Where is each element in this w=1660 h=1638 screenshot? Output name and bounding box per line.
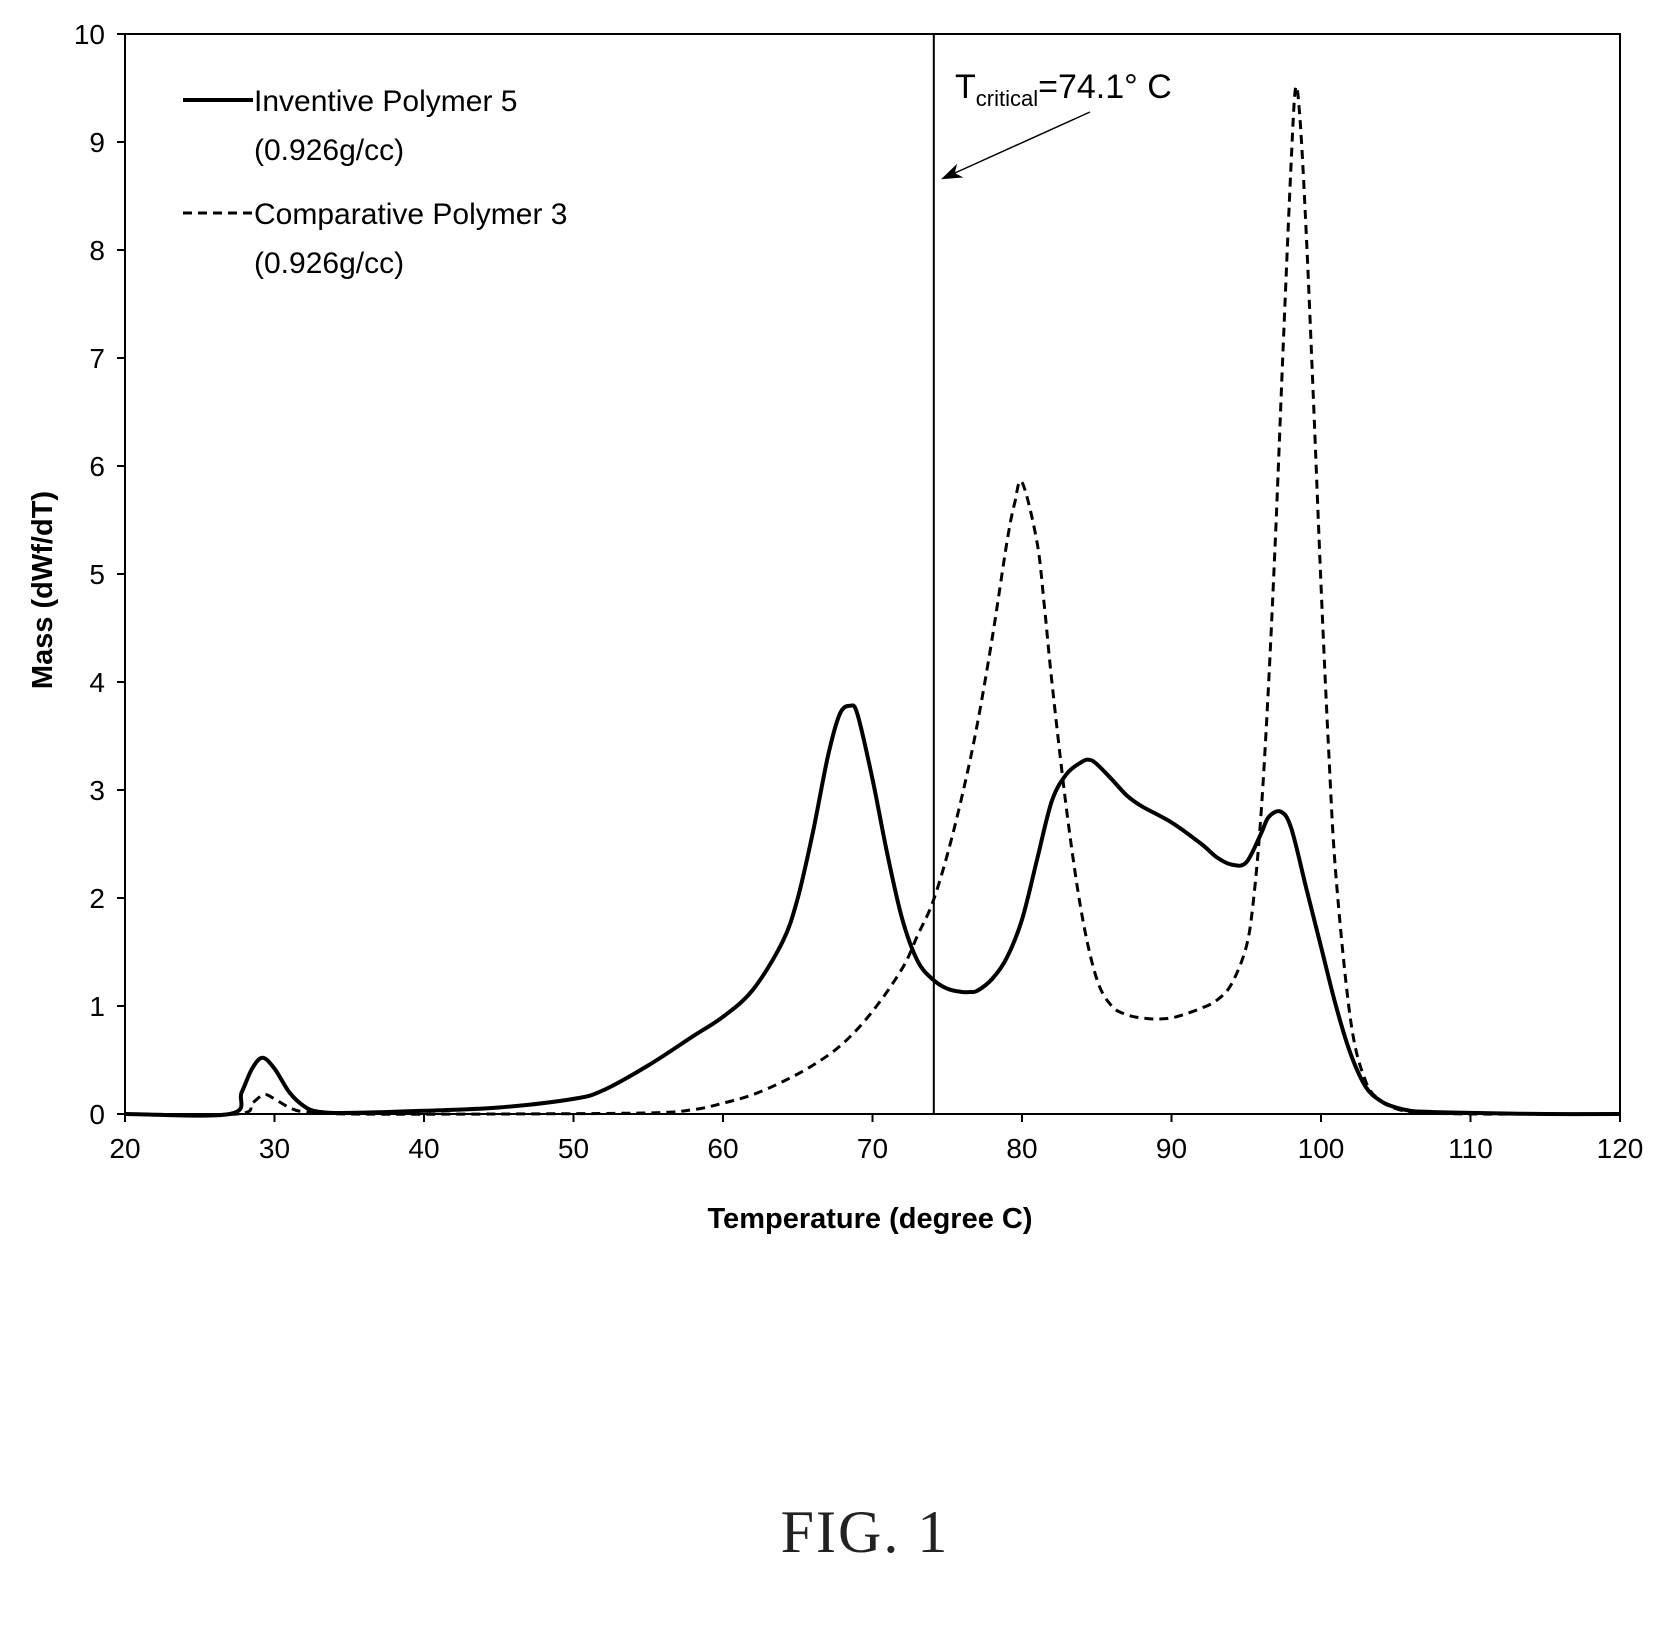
- x-tick-label: 60: [707, 1133, 738, 1164]
- y-tick-label: 3: [89, 775, 105, 806]
- x-tick-label: 50: [558, 1133, 589, 1164]
- annotation-subscript: critical: [976, 86, 1038, 111]
- series-layer: [124, 84, 1621, 1118]
- x-tick-label: 70: [857, 1133, 888, 1164]
- y-axis: 0 1 2 3 4 5 6 7 8 9 10: [74, 19, 125, 1130]
- x-tick-label: 80: [1006, 1133, 1037, 1164]
- y-tick-label: 5: [89, 559, 105, 590]
- legend-label-comparative: Comparative Polymer 3: [254, 198, 567, 231]
- y-tick-label: 10: [74, 19, 105, 50]
- x-tick-label: 120: [1597, 1133, 1644, 1164]
- legend-note-comparative: (0.926g/cc): [254, 247, 404, 280]
- y-tick-label: 7: [89, 343, 105, 374]
- x-tick-label: 30: [259, 1133, 290, 1164]
- x-tick-label: 40: [408, 1133, 439, 1164]
- figure-caption: FIG. 1: [781, 1499, 950, 1565]
- y-tick-label: 0: [89, 1099, 105, 1130]
- x-tick-label: 110: [1448, 1133, 1493, 1164]
- annotation-value: =74.1° C: [1038, 68, 1172, 106]
- y-tick-label: 2: [89, 883, 105, 914]
- y-tick-label: 8: [89, 235, 105, 266]
- critical-temperature-annotation: Tcritical=74.1° C: [955, 68, 1172, 111]
- y-tick-label: 9: [89, 127, 105, 158]
- x-tick-label: 100: [1298, 1133, 1345, 1164]
- y-tick-label: 6: [89, 451, 105, 482]
- y-tick-label: 4: [89, 667, 105, 698]
- y-axis-title: Mass (dWf/dT): [27, 491, 59, 689]
- series-line-inventive-polymer-5: [124, 703, 1621, 1118]
- x-tick-label: 20: [109, 1133, 140, 1164]
- legend-note-inventive: (0.926g/cc): [254, 134, 404, 167]
- annotation-arrow: [941, 111, 1091, 180]
- annotation-base: T: [955, 68, 976, 106]
- x-axis-title: Temperature (degree C): [708, 1203, 1033, 1235]
- legend-label-inventive: Inventive Polymer 5: [254, 85, 517, 118]
- legend: Inventive Polymer 5 (0.926g/cc) Comparat…: [183, 85, 567, 280]
- series-line-comparative-polymer-3: [124, 84, 1620, 1117]
- x-axis: 20 30 40 50 60 70 80 90 100 110 120: [109, 1114, 1643, 1164]
- y-tick-label: 1: [89, 991, 105, 1022]
- plot-area-frame: [124, 33, 1621, 1115]
- x-tick-label: 90: [1156, 1133, 1187, 1164]
